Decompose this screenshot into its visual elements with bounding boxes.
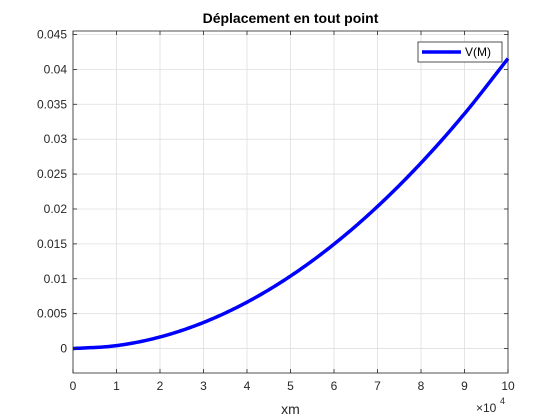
y-tick-label: 0.045 — [37, 27, 67, 41]
y-tick-label: 0.025 — [37, 167, 67, 181]
x-exponent-base: ×10 — [476, 401, 497, 415]
y-tick-label: 0.01 — [44, 272, 68, 286]
x-tick-label: 10 — [501, 379, 515, 393]
y-tick-label: 0.035 — [37, 97, 67, 111]
x-tick-label: 2 — [157, 379, 164, 393]
chart-title: Déplacement en tout point — [203, 10, 379, 26]
x-tick-label: 1 — [113, 379, 120, 393]
x-tick-label: 7 — [374, 379, 381, 393]
x-tick-label: 0 — [70, 379, 77, 393]
grid-lines — [72, 31, 509, 373]
y-tick-label: 0 — [60, 342, 67, 356]
series-line-v-m — [72, 57, 510, 351]
x-tick-label: 5 — [287, 379, 294, 393]
y-tick-label: 0.005 — [37, 307, 67, 321]
y-tick-labels: 0 0.005 0.01 0.015 0.02 0.025 0.03 0.035 0.04 0.0… — [37, 27, 67, 355]
x-axis-label: xm — [281, 401, 300, 417]
x-tick-label: 8 — [418, 379, 425, 393]
series-layer — [72, 57, 510, 351]
x-tick-label: 6 — [331, 379, 338, 393]
legend-entry-label: V(M) — [465, 45, 491, 59]
x-axis-exponent: ×10 4 — [476, 396, 505, 415]
y-tick-label: 0.02 — [44, 202, 68, 216]
x-tick-label: 3 — [200, 379, 207, 393]
x-tick-labels: 0 1 2 3 4 5 6 7 8 9 10 — [70, 379, 515, 393]
x-tick-label: 9 — [461, 379, 468, 393]
axis-ticks — [72, 31, 509, 373]
y-tick-label: 0.04 — [44, 62, 68, 76]
y-tick-label: 0.03 — [44, 132, 68, 146]
x-tick-label: 4 — [244, 379, 251, 393]
x-exponent-power: 4 — [500, 396, 505, 406]
legend: V(M) — [417, 41, 503, 63]
y-tick-label: 0.015 — [37, 237, 67, 251]
